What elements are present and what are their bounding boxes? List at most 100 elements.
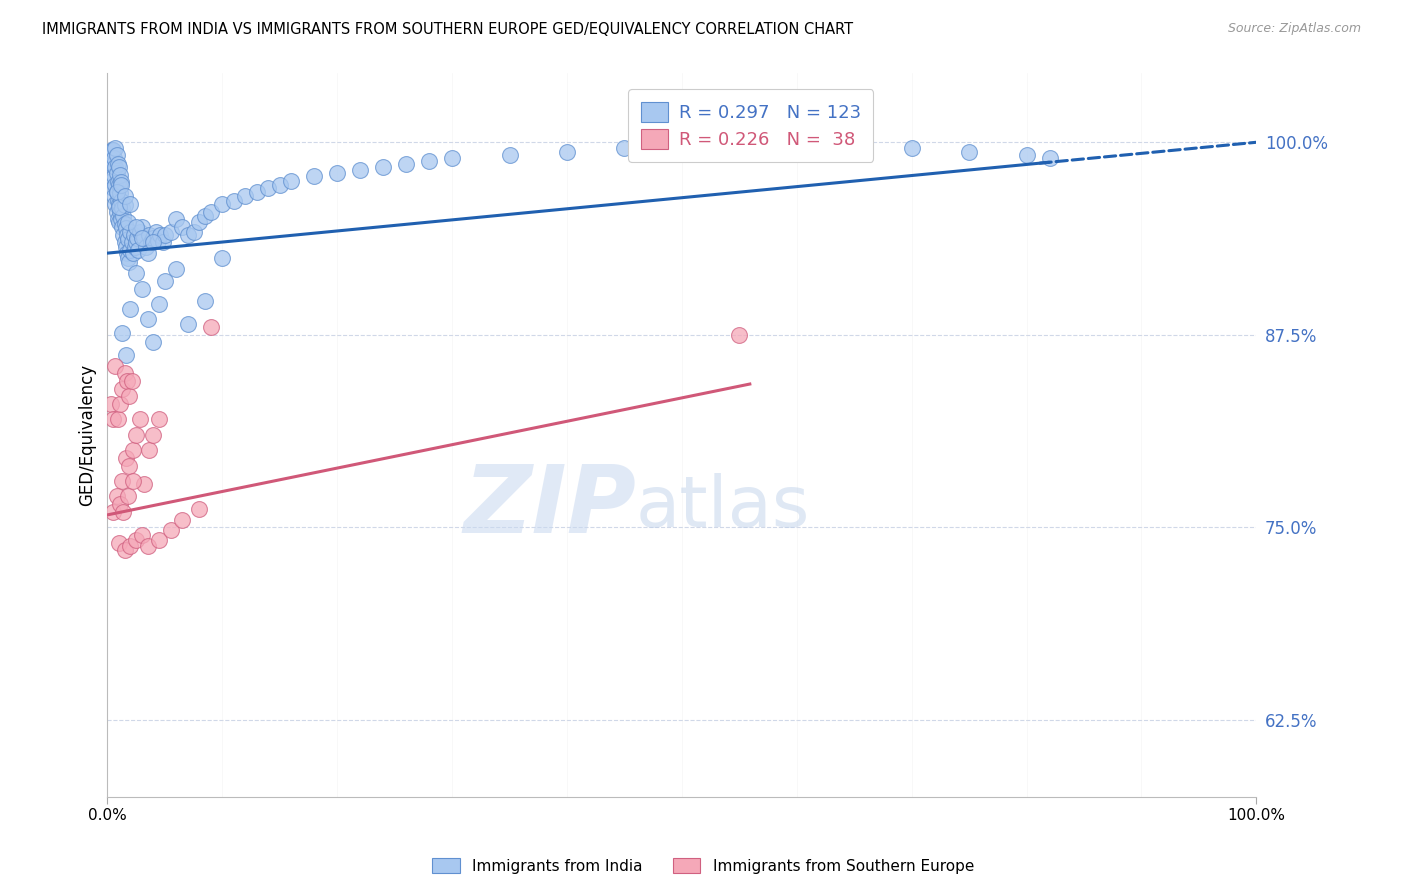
Point xyxy=(114,221,136,235)
Point xyxy=(125,235,148,250)
Point xyxy=(555,145,578,159)
Point xyxy=(142,235,165,250)
Point xyxy=(115,374,138,388)
Point xyxy=(142,427,165,442)
Point xyxy=(121,474,143,488)
Point xyxy=(211,197,233,211)
Point xyxy=(128,412,150,426)
Point xyxy=(138,227,160,242)
Point xyxy=(108,497,131,511)
Legend: Immigrants from India, Immigrants from Southern Europe: Immigrants from India, Immigrants from S… xyxy=(426,852,980,880)
Point xyxy=(104,197,127,211)
Point xyxy=(233,189,256,203)
Point xyxy=(104,359,127,373)
Point xyxy=(101,412,124,426)
Point xyxy=(1015,147,1038,161)
Point xyxy=(188,215,211,229)
Point xyxy=(146,234,169,248)
Point xyxy=(373,160,395,174)
Point xyxy=(728,327,751,342)
Point xyxy=(131,528,153,542)
Point xyxy=(107,157,129,171)
Point xyxy=(957,145,980,159)
Point xyxy=(125,266,148,280)
Point xyxy=(170,219,193,234)
Point xyxy=(101,505,124,519)
Point xyxy=(105,166,128,180)
Point xyxy=(108,160,131,174)
Point xyxy=(134,231,156,245)
Point xyxy=(112,227,135,242)
Point xyxy=(110,194,132,208)
Point xyxy=(112,209,135,223)
Point xyxy=(1038,151,1060,165)
Point xyxy=(115,246,138,260)
Point xyxy=(111,474,134,488)
Point xyxy=(145,225,167,239)
Point xyxy=(108,197,131,211)
Point xyxy=(121,246,143,260)
Point xyxy=(108,200,131,214)
Point xyxy=(111,219,134,234)
Point xyxy=(728,135,751,149)
Point xyxy=(105,185,128,199)
Point xyxy=(107,194,129,208)
Point xyxy=(118,458,141,473)
Point xyxy=(114,366,136,380)
Point xyxy=(844,138,866,153)
Point xyxy=(127,243,149,257)
Point xyxy=(114,450,136,465)
Point xyxy=(188,501,211,516)
Point xyxy=(125,533,148,547)
Point xyxy=(786,135,808,149)
Point xyxy=(120,243,142,257)
Point xyxy=(101,143,124,157)
Point xyxy=(111,382,134,396)
Point xyxy=(211,251,233,265)
Point xyxy=(98,151,121,165)
Point xyxy=(149,227,172,242)
Point xyxy=(120,301,142,316)
Point xyxy=(103,169,125,183)
Point xyxy=(120,197,142,211)
Point xyxy=(257,181,280,195)
Point xyxy=(105,185,128,199)
Point xyxy=(108,215,131,229)
Point xyxy=(104,141,127,155)
Point xyxy=(148,412,170,426)
Point xyxy=(101,174,124,188)
Point xyxy=(111,202,134,216)
Point xyxy=(177,227,200,242)
Point xyxy=(114,198,136,212)
Point xyxy=(194,209,217,223)
Point xyxy=(111,326,134,341)
Point xyxy=(613,141,636,155)
Point xyxy=(121,235,143,250)
Point xyxy=(105,204,128,219)
Point xyxy=(183,225,205,239)
Point xyxy=(441,151,464,165)
Point xyxy=(671,138,693,153)
Point xyxy=(114,217,136,231)
Point xyxy=(222,194,245,208)
Point xyxy=(152,235,174,250)
Point xyxy=(136,312,159,326)
Point xyxy=(112,505,135,519)
Point xyxy=(177,317,200,331)
Point xyxy=(153,274,176,288)
Point xyxy=(108,535,131,549)
Point xyxy=(124,240,146,254)
Point xyxy=(159,225,181,239)
Point xyxy=(121,374,143,388)
Point xyxy=(114,189,136,203)
Text: IMMIGRANTS FROM INDIA VS IMMIGRANTS FROM SOUTHERN EUROPE GED/EQUIVALENCY CORRELA: IMMIGRANTS FROM INDIA VS IMMIGRANTS FROM… xyxy=(42,22,853,37)
Point xyxy=(120,225,142,239)
Point xyxy=(118,389,141,403)
Point xyxy=(103,151,125,165)
Point xyxy=(194,293,217,308)
Point xyxy=(101,181,124,195)
Point xyxy=(104,160,127,174)
Text: Source: ZipAtlas.com: Source: ZipAtlas.com xyxy=(1227,22,1361,36)
Point xyxy=(159,523,181,537)
Point xyxy=(246,185,269,199)
